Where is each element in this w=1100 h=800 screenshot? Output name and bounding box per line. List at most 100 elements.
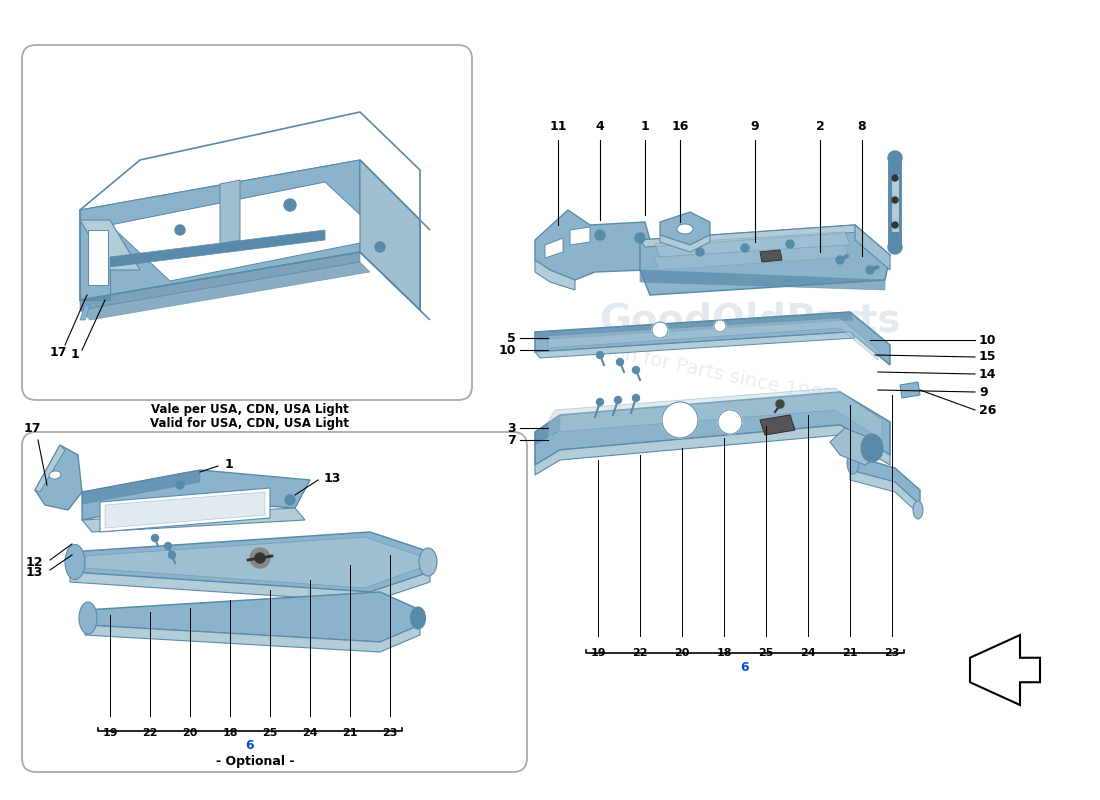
Text: 24: 24 xyxy=(800,648,816,658)
Circle shape xyxy=(615,397,622,403)
Text: 1: 1 xyxy=(640,120,649,133)
Text: 23: 23 xyxy=(383,728,398,738)
Polygon shape xyxy=(80,305,90,320)
Polygon shape xyxy=(100,488,270,532)
Text: 13: 13 xyxy=(324,471,341,485)
Polygon shape xyxy=(360,160,420,310)
Ellipse shape xyxy=(79,602,97,634)
Circle shape xyxy=(892,197,898,203)
Text: 21: 21 xyxy=(342,728,358,738)
Circle shape xyxy=(866,266,874,274)
Polygon shape xyxy=(220,180,240,244)
Polygon shape xyxy=(660,212,710,245)
Text: 25: 25 xyxy=(758,648,773,658)
Circle shape xyxy=(285,495,295,505)
Circle shape xyxy=(741,244,749,252)
Circle shape xyxy=(165,542,172,550)
Text: Passion for Parts since 1985: Passion for Parts since 1985 xyxy=(564,332,836,408)
Polygon shape xyxy=(80,160,420,270)
Text: - Optional -: - Optional - xyxy=(216,755,295,769)
Polygon shape xyxy=(970,635,1040,705)
Polygon shape xyxy=(80,252,360,310)
Polygon shape xyxy=(855,225,890,270)
Polygon shape xyxy=(535,425,890,475)
Polygon shape xyxy=(80,220,140,270)
Ellipse shape xyxy=(676,224,693,234)
Polygon shape xyxy=(82,508,305,532)
Polygon shape xyxy=(110,182,324,225)
Polygon shape xyxy=(35,445,65,492)
Polygon shape xyxy=(640,225,890,295)
Circle shape xyxy=(652,322,668,338)
Polygon shape xyxy=(760,415,795,435)
Circle shape xyxy=(888,151,902,165)
Text: 9: 9 xyxy=(750,120,759,133)
Text: 17: 17 xyxy=(50,346,67,358)
Text: 11: 11 xyxy=(549,120,566,133)
Circle shape xyxy=(632,394,639,402)
Polygon shape xyxy=(535,312,890,365)
Polygon shape xyxy=(35,445,82,510)
Circle shape xyxy=(175,225,185,235)
FancyBboxPatch shape xyxy=(22,45,472,400)
Polygon shape xyxy=(654,245,848,270)
Polygon shape xyxy=(570,227,590,245)
Text: 7: 7 xyxy=(507,434,516,446)
Polygon shape xyxy=(654,232,850,257)
Text: 24: 24 xyxy=(302,728,318,738)
Text: Valid for USA, CDN, USA Light: Valid for USA, CDN, USA Light xyxy=(151,417,350,430)
Polygon shape xyxy=(85,592,420,642)
Circle shape xyxy=(718,410,743,434)
Circle shape xyxy=(696,248,704,256)
Text: 10: 10 xyxy=(979,334,997,346)
Circle shape xyxy=(595,230,605,240)
Text: 2: 2 xyxy=(815,120,824,133)
Circle shape xyxy=(635,233,645,243)
Text: 3: 3 xyxy=(507,422,516,434)
Polygon shape xyxy=(535,210,650,280)
Polygon shape xyxy=(830,428,882,465)
Text: 18: 18 xyxy=(716,648,732,658)
Text: 6: 6 xyxy=(245,739,254,752)
Polygon shape xyxy=(544,238,563,258)
Polygon shape xyxy=(640,270,886,290)
Text: Vale per USA, CDN, USA Light: Vale per USA, CDN, USA Light xyxy=(151,403,349,417)
Circle shape xyxy=(714,320,726,332)
Circle shape xyxy=(152,534,158,542)
Polygon shape xyxy=(88,230,108,285)
Circle shape xyxy=(786,240,794,248)
Polygon shape xyxy=(110,182,385,281)
Polygon shape xyxy=(360,160,430,230)
Polygon shape xyxy=(85,625,420,652)
Text: 17: 17 xyxy=(23,422,41,435)
Polygon shape xyxy=(360,252,430,320)
Polygon shape xyxy=(80,160,360,300)
Text: 22: 22 xyxy=(632,648,648,658)
Polygon shape xyxy=(70,572,430,602)
Circle shape xyxy=(836,256,844,264)
Circle shape xyxy=(632,366,639,374)
Text: 8: 8 xyxy=(858,120,867,133)
Polygon shape xyxy=(660,235,710,252)
Text: 10: 10 xyxy=(498,343,516,357)
Text: 13: 13 xyxy=(25,566,43,579)
Ellipse shape xyxy=(847,452,859,474)
Polygon shape xyxy=(535,332,855,358)
Circle shape xyxy=(596,398,604,406)
Circle shape xyxy=(616,358,624,366)
Polygon shape xyxy=(900,382,920,398)
Polygon shape xyxy=(850,455,920,505)
Text: 19: 19 xyxy=(591,648,606,658)
Ellipse shape xyxy=(419,548,437,576)
Text: 15: 15 xyxy=(979,350,997,363)
Polygon shape xyxy=(70,532,430,592)
Circle shape xyxy=(892,175,898,181)
Polygon shape xyxy=(850,470,920,515)
Ellipse shape xyxy=(913,501,923,519)
Text: 16: 16 xyxy=(671,120,689,133)
Text: 20: 20 xyxy=(674,648,690,658)
Circle shape xyxy=(776,400,784,408)
Circle shape xyxy=(250,548,270,568)
Text: 25: 25 xyxy=(262,728,277,738)
Text: 19: 19 xyxy=(102,728,118,738)
